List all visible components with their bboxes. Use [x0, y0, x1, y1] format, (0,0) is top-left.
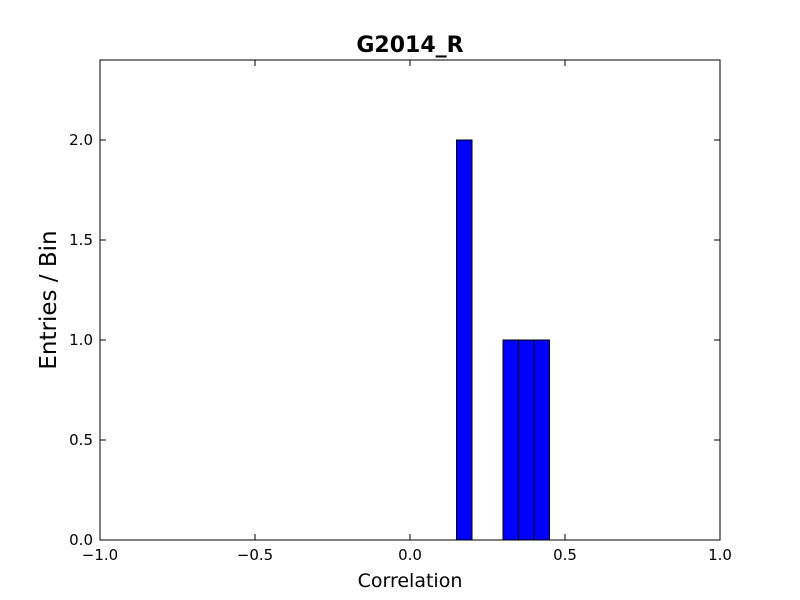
bars-group	[456, 139, 550, 541]
histogram-bar-2	[518, 339, 535, 541]
plot-frame	[99, 59, 721, 541]
x-tick-label-0: −1.0	[82, 546, 118, 564]
y-tick-label-2: 1.0	[69, 331, 93, 349]
chart-title: G2014_R	[356, 33, 463, 58]
y-tick-label-1: 0.5	[69, 431, 93, 449]
histogram-bar-3	[533, 339, 550, 541]
y-tick-label-0: 0.0	[69, 531, 93, 549]
x-axis-label: Correlation	[358, 570, 463, 592]
y-tick-label-4: 2.0	[69, 131, 93, 149]
histogram-bar-1	[502, 339, 519, 541]
y-tick-label-3: 1.5	[69, 231, 93, 249]
x-tick-label-4: 1.0	[708, 546, 732, 564]
x-tick-label-3: 0.5	[553, 546, 577, 564]
x-tick-label-2: 0.0	[398, 546, 422, 564]
histogram-bar-0	[456, 139, 473, 541]
ticks-group: −1.0 −0.5 0.0 0.5 1.0 0.0 0.5 1.0 1.5 2.0	[69, 60, 732, 564]
x-tick-label-1: −0.5	[237, 546, 273, 564]
y-axis-label: Entries / Bin	[36, 230, 62, 369]
